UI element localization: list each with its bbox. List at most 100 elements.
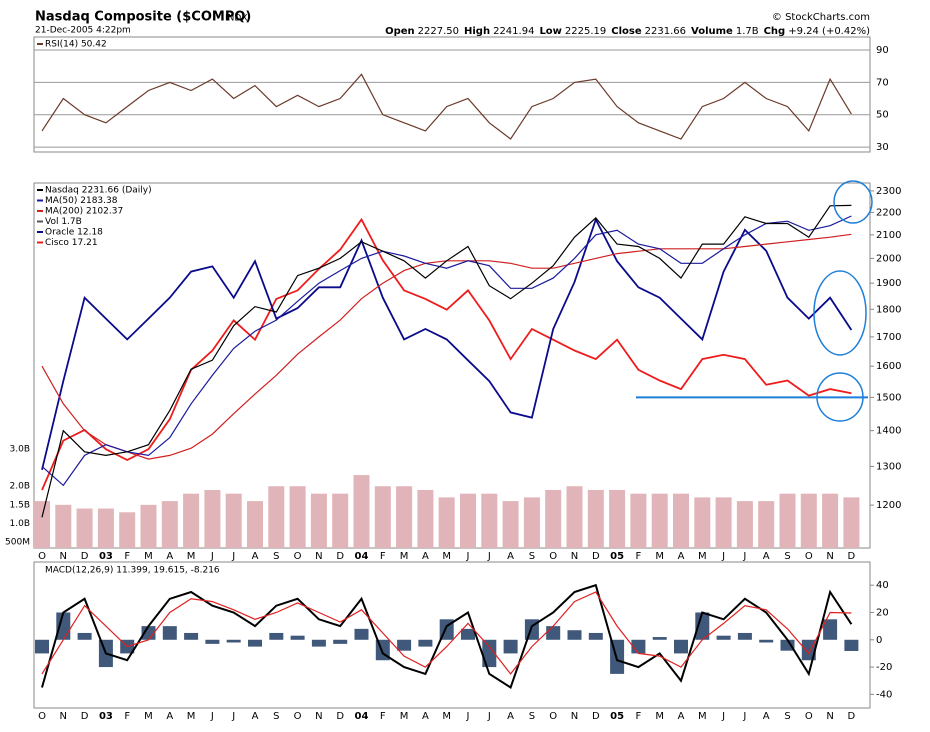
y-tick-label: 70: [876, 77, 889, 88]
x-tick-label: N: [315, 551, 322, 562]
volume-bar: [481, 493, 498, 548]
volume-bar: [651, 493, 668, 548]
histogram-bar: [56, 612, 71, 640]
volume-bar: [715, 497, 732, 548]
x-tick-label: 03: [99, 711, 113, 722]
histogram-bar: [461, 628, 475, 640]
x-tick-label: A: [763, 551, 770, 562]
histogram-bar: [418, 639, 433, 647]
y-tick-label: 20: [876, 607, 889, 618]
x-tick-label: N: [571, 551, 578, 562]
x-tick-label: D: [336, 711, 344, 722]
y-tick-label: 90: [876, 45, 889, 56]
x-tick-label: D: [592, 551, 600, 562]
volume-bar: [822, 493, 839, 548]
x-tick-label: A: [422, 711, 429, 722]
volume-bar: [332, 493, 349, 548]
histogram-bar: [546, 626, 561, 640]
volume-bar: [204, 489, 221, 548]
x-tick-label: N: [826, 551, 833, 562]
y-tick-label: 2000: [876, 253, 901, 264]
x-tick-label: J: [231, 551, 235, 562]
x-tick-label: N: [60, 551, 67, 562]
x-tick-label: M: [144, 711, 153, 722]
quote-label: Low: [539, 26, 561, 37]
x-tick-label: A: [507, 711, 514, 722]
quote-value: 2225.19: [565, 26, 606, 37]
legend-entry: Oracle 12.18: [45, 228, 103, 238]
x-tick-label: 05: [610, 711, 624, 722]
x-tick-label: M: [698, 711, 707, 722]
series-line: [41, 583, 853, 690]
plots: 30 50 70 90 RSI(14) 50.42 500M 1.0B 1.5B 2.0B 3.0…: [5, 40, 901, 723]
volume-bar: [225, 493, 242, 548]
x-tick-label: O: [294, 711, 302, 722]
volume-bar: [502, 501, 519, 548]
x-tick-label: F: [380, 711, 386, 722]
volume-bar: [76, 508, 93, 548]
histogram-bar: [226, 639, 241, 643]
x-tick-label: M: [144, 551, 153, 562]
histogram-bar: [759, 639, 774, 643]
x-tick-label: J: [742, 711, 746, 722]
quote-label: High: [464, 26, 490, 37]
series-line: [41, 217, 853, 471]
volume-bar: [843, 497, 860, 548]
volume-bar: [800, 493, 817, 548]
volume-bar: [310, 493, 327, 548]
legend-entry: MA(200) 2102.37: [45, 207, 123, 217]
volume-bar: [673, 493, 689, 548]
x-tick-label: F: [380, 551, 386, 562]
y-tick-label: 1200: [876, 500, 901, 511]
y-tick-label: 0: [876, 635, 882, 646]
x-tick-label: O: [805, 711, 813, 722]
series-line: [41, 73, 852, 140]
x-tick-label: M: [698, 551, 707, 562]
legend-entry: MACD(12,26,9) 11.399, 19.615, -8.216: [45, 566, 220, 576]
quote-value: 1.7B: [736, 26, 759, 37]
histogram-bar: [780, 639, 795, 651]
macd-panel: [33, 561, 871, 709]
x-tick-label: 04: [355, 711, 369, 722]
quote-value: 2241.94: [493, 26, 534, 37]
x-tick-label: J: [487, 551, 491, 562]
volume-bar: [353, 475, 370, 548]
legend-entry: Vol 1.7B: [45, 217, 82, 227]
y-tick-label: 1800: [876, 304, 901, 315]
histogram-bar: [631, 639, 646, 654]
x-tick-label: N: [826, 711, 833, 722]
volume-bar: [523, 497, 540, 548]
histogram-bar: [695, 612, 710, 640]
x-tick-label: O: [549, 711, 557, 722]
x-tick-label: O: [38, 711, 46, 722]
source: © StockCharts.com: [772, 12, 870, 23]
x-tick-label: A: [422, 551, 429, 562]
y-tick-label: -40: [876, 689, 892, 700]
volume-bar: [736, 501, 753, 548]
x-tick-label: D: [848, 711, 856, 722]
series-line: [41, 217, 852, 491]
quote-label: Chg: [764, 26, 786, 37]
x-tick-label: S: [529, 711, 535, 722]
y-tick-label: 30: [876, 142, 889, 153]
y-tick-label: 1900: [876, 278, 901, 289]
x-tick-label: O: [38, 551, 46, 562]
y-tick-label: 40: [876, 580, 889, 591]
histogram-bar: [141, 626, 156, 640]
quote-label: Volume: [691, 26, 733, 37]
volume-bar: [34, 501, 50, 548]
x-tick-label: A: [252, 551, 259, 562]
volume-tick-label: 2.0B: [10, 482, 31, 492]
histogram-bar: [248, 639, 262, 647]
volume-bar: [396, 486, 413, 548]
x-tick-label: M: [400, 711, 409, 722]
chart-title: Nasdaq Composite ($COMPQ): [35, 10, 251, 25]
rsi-panel: [33, 36, 871, 153]
x-tick-label: A: [166, 551, 173, 562]
x-tick-label: D: [592, 711, 600, 722]
x-tick-label: F: [124, 711, 130, 722]
x-tick-label: A: [252, 711, 259, 722]
quote-label: Open: [385, 26, 415, 37]
x-tick-label: S: [784, 711, 790, 722]
